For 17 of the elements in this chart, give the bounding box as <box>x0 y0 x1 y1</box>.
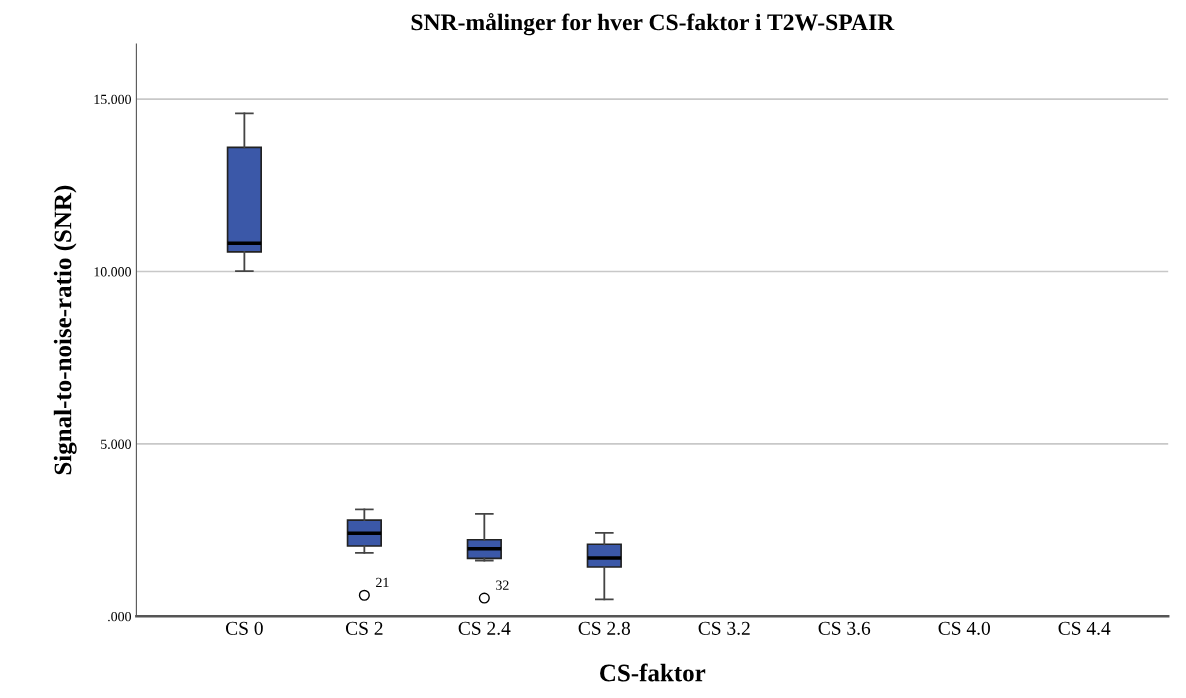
chart-title: SNR-målinger for hver CS-faktor i T2W-SPAIR <box>411 12 895 36</box>
y-axis-title: Signal-to-noise-ratio (SNR) <box>53 185 77 475</box>
x-tick-label: CS 4.4 <box>1058 621 1111 635</box>
y-tick-label: 15.000 <box>94 94 131 105</box>
x-tick-label: CS 3.2 <box>698 621 750 635</box>
y-tick-label: 10.000 <box>94 267 131 277</box>
annotation: 21 <box>376 577 389 587</box>
x-tick-label: CS 0 <box>225 621 263 635</box>
x-tick-label: CS 4.0 <box>938 621 990 635</box>
x-tick-label: CS 2.4 <box>458 621 511 635</box>
x-tick-label: CS 2.8 <box>578 621 631 635</box>
x-tick-label: CS 3.6 <box>818 621 871 635</box>
x-axis-title: CS-faktor <box>600 663 706 682</box>
x-tick-label: CS 2 <box>345 621 383 635</box>
y-tick-label: .000 <box>108 611 131 622</box>
y-tick-label: 5.000 <box>101 439 131 449</box>
annotation: 32 <box>496 580 509 590</box>
